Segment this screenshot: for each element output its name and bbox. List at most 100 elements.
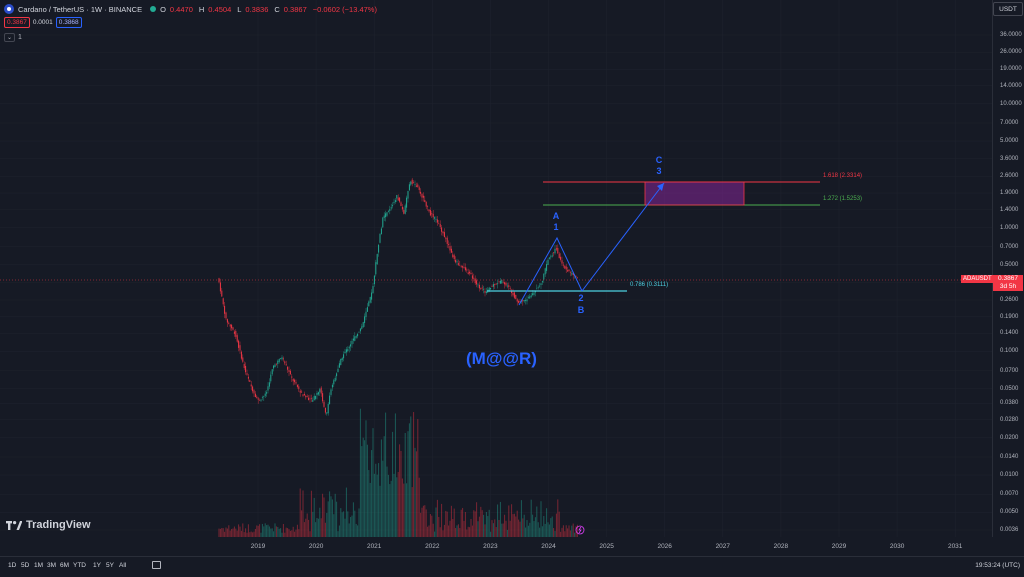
candle-body: [355, 336, 357, 338]
volume-bar: [284, 532, 286, 537]
wave-label-c: C: [655, 155, 663, 165]
volume-bar: [302, 490, 304, 537]
volume-bar: [273, 531, 275, 537]
range-button-3m[interactable]: 3M: [47, 562, 57, 569]
candle-body: [379, 233, 381, 243]
candle-body: [532, 293, 534, 295]
range-button-1y[interactable]: 1Y: [93, 562, 101, 569]
candle-body: [348, 346, 350, 349]
low-label: L: [237, 4, 242, 14]
utc-clock[interactable]: 19:53:24 (UTC): [975, 562, 1020, 569]
range-button-1d[interactable]: 1D: [8, 562, 17, 569]
candle-body: [319, 389, 321, 393]
candle-body: [478, 284, 480, 289]
volume-bar: [319, 507, 321, 537]
candle-body: [572, 272, 574, 276]
buy-price[interactable]: 0.3868: [55, 17, 82, 28]
symbol-title[interactable]: Cardano / TetherUS · 1W · BINANCE: [18, 4, 143, 14]
volume-bar: [480, 506, 482, 537]
volume-bar: [488, 509, 490, 537]
volume-bar: [548, 524, 550, 537]
volume-bar: [411, 487, 413, 537]
price-tick: 0.2600: [1000, 296, 1019, 303]
volume-bar: [550, 518, 552, 537]
volume-bar: [553, 527, 555, 537]
volume-bar: [277, 527, 279, 537]
candle-body: [504, 282, 506, 285]
range-button-1m[interactable]: 1M: [34, 562, 44, 569]
sell-price[interactable]: 0.3867: [4, 17, 30, 28]
candle-body: [337, 368, 339, 373]
volume-bar: [568, 525, 570, 537]
candle-body: [505, 282, 507, 286]
volume-bar: [464, 511, 466, 537]
candle-body: [506, 285, 508, 287]
candle-body: [310, 398, 312, 399]
volume-bar: [389, 484, 391, 537]
volume-bar: [420, 512, 422, 537]
volume-bar: [337, 531, 339, 537]
projection-arrow: [581, 182, 665, 292]
volume-bar: [476, 502, 478, 537]
volume-bar: [299, 488, 301, 537]
volume-bar: [323, 497, 325, 537]
year-tick: 2027: [715, 543, 731, 550]
range-button-5y[interactable]: 5Y: [106, 562, 114, 569]
price-tick: 0.7000: [1000, 243, 1019, 250]
volume-bar: [253, 531, 255, 537]
candle-body: [224, 305, 226, 314]
volume-bar: [387, 474, 389, 537]
candle-body: [375, 262, 377, 275]
volume-bar: [414, 447, 416, 537]
wave-label-b: B: [577, 305, 585, 315]
volume-bar: [422, 505, 424, 537]
candle-body: [439, 224, 441, 228]
candle-body: [358, 331, 360, 333]
candle-body: [490, 287, 492, 290]
range-button-all[interactable]: All: [119, 562, 127, 569]
volume-bar: [239, 526, 241, 537]
volume-bar: [501, 523, 503, 537]
volume-bar: [530, 499, 532, 537]
candle-body: [383, 215, 385, 218]
candle-body: [324, 407, 326, 413]
currency-selector[interactable]: USDT: [993, 2, 1023, 16]
candle-body: [431, 213, 433, 215]
volume-bar: [256, 525, 258, 537]
volume-bar: [397, 472, 399, 537]
range-button-ytd[interactable]: YTD: [73, 562, 86, 569]
range-button-6m[interactable]: 6M: [60, 562, 70, 569]
volume-bar: [289, 530, 291, 537]
candle-body: [404, 205, 406, 214]
candle-body: [250, 384, 252, 387]
price-tick: 0.5000: [1000, 261, 1019, 268]
candle-body: [411, 179, 413, 184]
price-tick: 0.0700: [1000, 367, 1019, 374]
date-range-icon[interactable]: [152, 561, 161, 569]
price-scale[interactable]: [992, 0, 1024, 537]
symbol-header[interactable]: Cardano / TetherUS · 1W · BINANCE O 0.447…: [4, 3, 379, 15]
range-button-5d[interactable]: 5D: [21, 562, 30, 569]
volume-bar: [562, 525, 564, 537]
tradingview-logo[interactable]: TradingView: [6, 519, 91, 531]
volume-bar: [403, 483, 405, 537]
price-chart[interactable]: [0, 0, 992, 537]
candle-body: [312, 400, 314, 402]
candle-body: [450, 248, 452, 253]
volume-bar: [415, 451, 417, 537]
chevron-down-icon[interactable]: ⌄: [4, 33, 16, 42]
volume-bar: [435, 507, 437, 537]
volume-bar: [520, 500, 522, 537]
volume-bar: [376, 474, 378, 537]
volume-bar: [519, 521, 521, 537]
volume-bar: [312, 511, 314, 537]
indicators-toggle[interactable]: ⌄ 1: [4, 33, 22, 42]
candle-body: [467, 272, 469, 275]
volume-bar: [282, 523, 284, 537]
candle-body: [228, 322, 230, 324]
volume-bar: [522, 518, 524, 537]
candle-body: [296, 384, 298, 387]
candle-body: [317, 392, 319, 395]
volume-bar: [502, 523, 504, 537]
candle-body: [232, 327, 234, 330]
